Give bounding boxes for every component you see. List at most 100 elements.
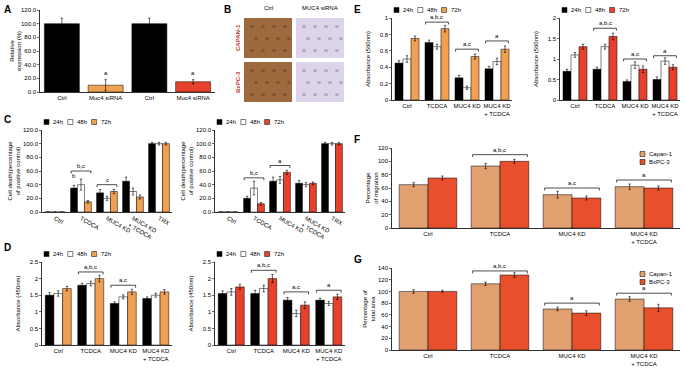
svg-text:0.5: 0.5 [548,77,557,83]
svg-text:Ctrl: Ctrl [570,103,579,109]
svg-text:20.0: 20.0 [199,195,211,201]
svg-text:a: a [191,70,195,76]
svg-text:40.0: 40.0 [199,182,211,188]
svg-text:24h: 24h [226,119,236,125]
svg-text:TCDCA: TCDCA [253,348,274,354]
svg-text:80: 80 [381,300,388,306]
svg-text:48h: 48h [77,119,87,125]
svg-text:2: 2 [35,276,39,282]
svg-text:0: 0 [35,342,39,348]
svg-text:MUC4 KD+ TCDCA: MUC4 KD+ TCDCA [630,231,658,245]
svg-text:BxPC-3: BxPC-3 [235,71,241,93]
svg-text:Cell death(percentageof positi: Cell death(percentageof positive control… [180,141,194,201]
svg-text:0.4: 0.4 [380,64,389,70]
svg-text:G: G [354,254,362,265]
svg-text:40.0: 40.0 [24,62,36,68]
svg-text:a,c: a,c [119,277,127,283]
svg-text:Absorbance (560nm): Absorbance (560nm) [365,31,371,87]
svg-text:1.5: 1.5 [548,36,557,42]
svg-text:Ctrl: Ctrl [423,231,432,237]
svg-text:MUC4 KD+ TCDCA: MUC4 KD+ TCDCA [127,215,158,241]
svg-text:MUC4 KD+ TCDCA: MUC4 KD+ TCDCA [651,103,679,117]
svg-text:72h: 72h [101,251,111,257]
svg-text:1.5: 1.5 [30,292,39,298]
svg-text:48h: 48h [595,7,605,13]
svg-text:Muc4 siRNA: Muc4 siRNA [176,95,209,101]
svg-text:Absorbance (450nm): Absorbance (450nm) [188,275,194,331]
svg-text:120: 120 [378,145,389,151]
svg-text:0.6: 0.6 [380,48,389,54]
svg-text:Absorbance (560nm): Absorbance (560nm) [533,31,539,87]
svg-text:48h: 48h [250,119,260,125]
svg-text:80.0: 80.0 [26,154,38,160]
svg-text:a,b,c: a,b,c [493,147,506,153]
svg-text:1: 1 [553,56,557,62]
svg-text:MUC4 KD: MUC4 KD [558,231,586,237]
svg-text:100.0: 100.0 [196,141,212,147]
svg-text:MUC4 KD: MUC4 KD [283,348,311,354]
svg-text:2: 2 [208,276,212,282]
svg-text:a: a [642,285,646,291]
svg-text:b,c: b,c [77,163,85,169]
svg-text:100: 100 [378,289,389,295]
svg-text:Percentageof migration: Percentageof migration [365,172,379,204]
svg-text:140: 140 [378,265,389,271]
svg-text:b: b [72,173,76,179]
svg-text:a: a [327,282,331,288]
svg-text:Ctrl: Ctrl [402,103,411,109]
svg-text:40.0: 40.0 [26,182,38,188]
svg-text:D: D [4,242,11,253]
svg-text:0: 0 [385,225,389,231]
svg-text:MUC4 KD+ TCDCA: MUC4 KD+ TCDCA [315,348,343,362]
svg-text:0: 0 [208,342,212,348]
svg-text:20.0: 20.0 [24,75,36,81]
svg-text:48h: 48h [427,7,437,13]
svg-text:120: 120 [378,277,389,283]
svg-text:60: 60 [381,312,388,318]
svg-text:a,b,c: a,b,c [257,262,270,268]
svg-text:0.2: 0.2 [380,81,389,87]
svg-text:1: 1 [208,309,212,315]
svg-text:TCDCA: TCDCA [490,353,511,359]
svg-text:120.0: 120.0 [196,127,212,133]
svg-text:MUC4 KD: MUC4 KD [621,103,649,109]
svg-text:TCDCA: TCDCA [490,231,511,237]
svg-text:24h: 24h [571,7,581,13]
svg-text:a,b,c: a,b,c [84,264,97,270]
svg-text:TRX: TRX [157,215,170,226]
svg-text:MUC4 KD: MUC4 KD [110,348,138,354]
svg-text:60.0: 60.0 [26,168,38,174]
svg-text:a,b,c: a,b,c [430,14,443,20]
svg-text:Ctrl: Ctrl [264,5,273,11]
svg-text:Ctrl: Ctrl [57,95,66,101]
svg-text:a,c: a,c [568,180,576,186]
svg-text:a: a [495,33,499,39]
svg-text:CAPAN-1: CAPAN-1 [235,24,241,51]
svg-text:72h: 72h [101,119,111,125]
svg-text:60: 60 [381,185,388,191]
svg-text:Ctrl: Ctrl [145,95,154,101]
svg-text:Muc4 siRNA: Muc4 siRNA [89,95,122,101]
svg-text:c: c [106,177,109,183]
svg-text:0.8: 0.8 [380,32,389,38]
svg-text:0: 0 [553,97,557,103]
svg-text:72h: 72h [619,7,629,13]
svg-text:0.0: 0.0 [30,209,39,215]
svg-text:80: 80 [381,172,388,178]
svg-text:100.0: 100.0 [23,141,39,147]
svg-text:0.5: 0.5 [30,326,39,332]
svg-text:24h: 24h [226,251,236,257]
svg-text:Ctrl: Ctrl [53,215,64,225]
svg-text:60.0: 60.0 [24,48,36,54]
svg-text:Capan-1: Capan-1 [649,271,673,277]
svg-text:24h: 24h [53,119,63,125]
svg-text:a: a [642,172,646,178]
svg-text:MUC4 KD: MUC4 KD [558,353,586,359]
svg-text:C: C [4,114,11,125]
svg-text:1.5: 1.5 [203,292,212,298]
svg-text:MUC4 KD+ TCDCA: MUC4 KD+ TCDCA [300,215,331,241]
svg-text:A: A [4,4,11,15]
svg-text:48h: 48h [250,251,260,257]
svg-text:24h: 24h [53,251,63,257]
svg-text:TCDCA: TCDCA [80,348,101,354]
